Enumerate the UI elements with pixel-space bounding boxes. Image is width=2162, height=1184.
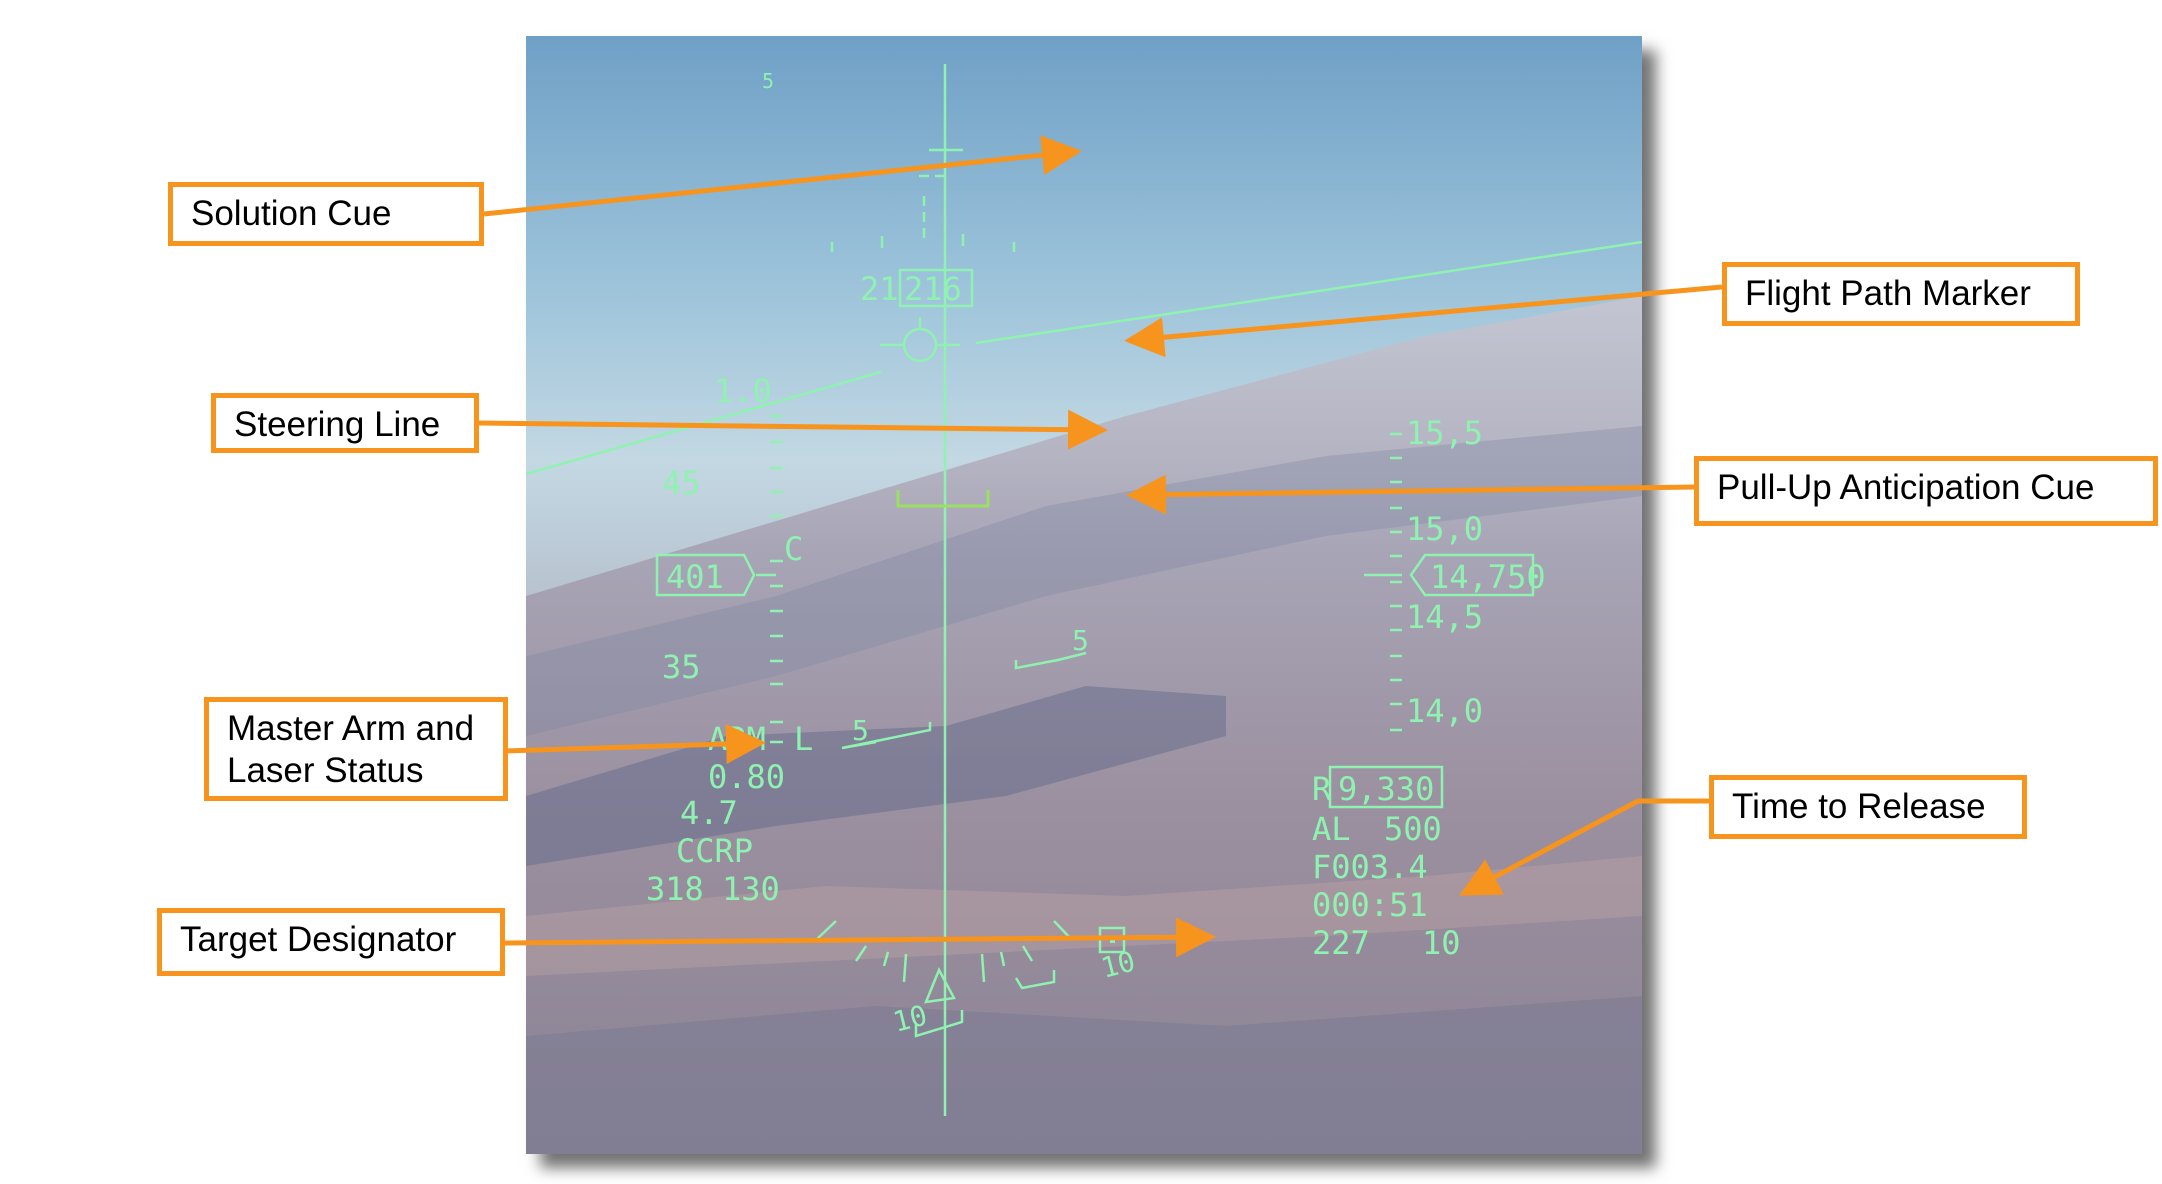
hud-image: 5 21 216 1.0 45 C 401 35 15,5 15,0 14,75… [526,36,1642,1154]
terrain-shadow [526,996,1642,1154]
hud-symbology: 5 21 216 1.0 45 C 401 35 15,5 15,0 14,75… [526,64,1642,1154]
steering-line-label: Steering Line [234,405,441,444]
range-box [1328,765,1444,809]
pitch-ladder [841,651,1087,1038]
airspeed-tape [770,414,783,744]
alt-150: 15,0 [1406,510,1483,548]
bank-pointer [924,967,956,1004]
ladder-5-right: 5 [1072,624,1089,657]
g-load-readout: 4.7 [680,794,738,832]
target-dot [1110,938,1115,943]
bottom-right-value-1: 227 [1312,924,1370,962]
bottom-right-value-2: 10 [1422,924,1461,962]
speed-45: 45 [662,464,701,502]
alt-155: 15,5 [1406,414,1483,452]
mach-readout: 0.80 [708,758,785,796]
pull-up-cue-callout: Pull-Up Anticipation Cue [1694,456,2158,526]
ladder-10-right: 10 [1098,945,1139,985]
bottom-left-value-1: 318 [646,870,704,908]
heading-mark: 5 [762,69,774,93]
speed-caret: C [784,530,803,568]
solution-cue-label: Solution Cue [191,194,392,233]
pull-up-cue-label: Pull-Up Anticipation Cue [1717,468,2095,507]
speed-35: 35 [662,648,701,686]
al-label: AL [1312,810,1351,848]
time-to-release-readout: 000:51 [1312,886,1428,924]
laser-status: L [794,720,813,758]
steering-line-callout: Steering Line [211,393,479,453]
master-arm-label-line-2: Laser Status [227,751,424,790]
f-readout: F003.4 [1312,848,1428,886]
normal-accel: 1.0 [714,372,772,410]
heading-box [898,268,974,308]
range-label: R [1312,770,1332,808]
time-to-release-label: Time to Release [1732,787,1986,826]
pull-up-anticipation-cue [896,490,990,508]
solution-cue-callout: Solution Cue [168,182,484,246]
master-arm-callout: Master Arm and Laser Status [204,697,508,801]
master-arm-label-line-1: Master Arm and [227,709,475,748]
flight-path-marker [880,317,960,363]
flight-path-marker-callout: Flight Path Marker [1722,262,2080,326]
ladder-10-left: 10 [890,999,931,1039]
terrain-ridge [526,426,1642,736]
terrain-shadow [526,686,1226,866]
terrain-shadow [526,856,1642,976]
mode-readout: CCRP [676,832,753,870]
heading-value: 216 [904,270,962,308]
target-designator-label: Target Designator [180,920,457,959]
ladder-5-left: 5 [852,714,869,747]
alt-145: 14,5 [1406,598,1483,636]
range-value: 9,330 [1338,770,1434,808]
airspeed-box [655,553,756,597]
flight-path-marker-label: Flight Path Marker [1745,274,2031,313]
arm-status: ARM [708,720,766,758]
altitude-value: 14,750 [1430,558,1546,596]
airspeed-value: 401 [666,558,724,596]
time-to-release-callout: Time to Release [1709,775,2027,839]
heading-scale [830,234,1016,252]
altitude-box [1409,553,1535,597]
solution-cue [919,148,963,238]
target-designator-callout: Target Designator [157,908,505,976]
bottom-left-value-2: 130 [722,870,780,908]
altitude-tape [1390,432,1402,732]
al-value: 500 [1384,810,1442,848]
alt-140: 14,0 [1406,692,1483,730]
horizon-line [526,370,882,476]
pitch-21: 21 [860,270,899,308]
